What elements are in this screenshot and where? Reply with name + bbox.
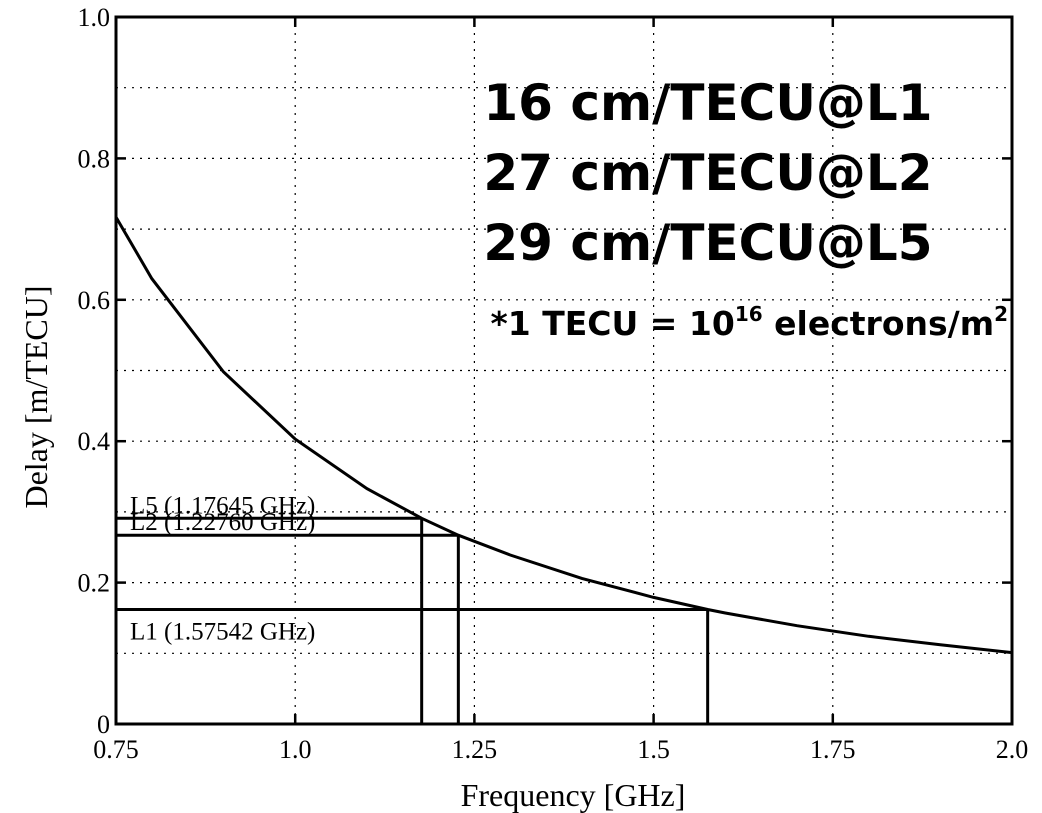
annotation-l1: 16 cm/TECU@L1 (483, 74, 932, 132)
band-label: L1 (1.57542 GHz) (130, 618, 315, 645)
x-tick-label: 1.25 (452, 735, 498, 764)
y-tick-label: 1.0 (78, 3, 111, 32)
ticks (114, 15, 1014, 726)
grid (116, 17, 1012, 724)
x-tick-label: 1.75 (810, 735, 856, 764)
y-tick-label: 0.2 (78, 569, 111, 598)
y-tick-label: 0.4 (78, 427, 111, 456)
y-axis-label: Delay [m/TECU] (18, 285, 54, 508)
x-tick-label: 0.75 (93, 735, 139, 764)
footnote-exponent: 16 (735, 302, 763, 326)
annotation-block: 16 cm/TECU@L1 27 cm/TECU@L2 29 cm/TECU@L… (483, 74, 1008, 343)
band-label: L5 (1.17645 GHz) (130, 492, 315, 519)
x-axis-label: Frequency [GHz] (461, 777, 686, 813)
y-tick-label: 0.8 (78, 144, 111, 173)
band-label: L2 (1.22760 GHz) (130, 509, 315, 536)
annotation-footnote: *1 TECU = 1016 electrons/m2 (490, 302, 1008, 343)
tick-labels: 0.75 1.0 1.25 1.5 1.75 2.0 0 0.2 0.4 0.6 0.8 1.0 (78, 3, 1029, 764)
x-tick-label: 1.5 (637, 735, 670, 764)
y-tick-label: 0 (97, 710, 110, 739)
x-tick-label: 2.0 (996, 735, 1029, 764)
footnote-prefix: *1 TECU = 10 (490, 304, 734, 343)
delay-curve (114, 216, 1013, 655)
annotation-l2: 27 cm/TECU@L2 (483, 144, 932, 202)
plot-frame (114, 15, 1014, 726)
footnote-exponent-2: 2 (994, 302, 1008, 326)
annotation-l5: 29 cm/TECU@L5 (483, 214, 932, 272)
x-tick-label: 1.0 (279, 735, 312, 764)
y-tick-label: 0.6 (78, 286, 111, 315)
footnote-mid: electrons/m (763, 304, 994, 343)
band-lines: L5 (1.17645 GHz)L2 (1.22760 GHz) L1 (1.57… (116, 492, 710, 724)
